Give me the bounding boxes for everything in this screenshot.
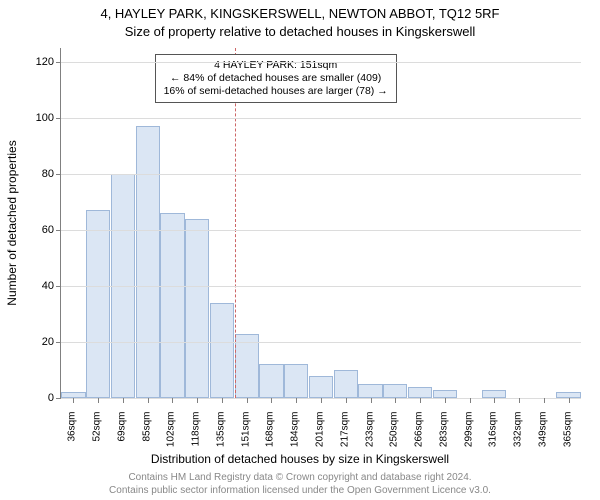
plot-area: 4 HAYLEY PARK: 151sqm ← 84% of detached … — [60, 48, 581, 399]
xtick-mark — [346, 398, 347, 403]
attribution-line1: Contains HM Land Registry data © Crown c… — [0, 472, 600, 485]
gridline — [61, 174, 581, 175]
gridline — [61, 342, 581, 343]
histogram-bar — [408, 387, 432, 398]
xtick-mark — [395, 398, 396, 403]
xtick-mark — [172, 398, 173, 403]
xtick-mark — [494, 398, 495, 403]
gridline — [61, 62, 581, 63]
xtick-mark — [73, 398, 74, 403]
xtick-mark — [519, 398, 520, 403]
ytick-label: 100 — [14, 112, 54, 124]
xtick-mark — [197, 398, 198, 403]
ytick-mark — [56, 286, 61, 287]
histogram-bar — [433, 390, 457, 398]
histogram-bar — [358, 384, 382, 398]
xtick-mark — [247, 398, 248, 403]
xtick-mark — [371, 398, 372, 403]
annotation-line2: ← 84% of detached houses are smaller (40… — [164, 72, 388, 85]
xtick-mark — [296, 398, 297, 403]
histogram-bar — [185, 219, 209, 398]
xtick-mark — [544, 398, 545, 403]
xtick-mark — [148, 398, 149, 403]
xtick-mark — [123, 398, 124, 403]
gridline — [61, 286, 581, 287]
histogram-bar — [383, 384, 407, 398]
xtick-mark — [321, 398, 322, 403]
histogram-bar — [284, 364, 308, 398]
gridline — [61, 230, 581, 231]
histogram-bar — [259, 364, 283, 398]
ytick-mark — [56, 342, 61, 343]
attribution-text: Contains HM Land Registry data © Crown c… — [0, 472, 600, 497]
gridline — [61, 118, 581, 119]
xtick-mark — [569, 398, 570, 403]
annotation-line1: 4 HAYLEY PARK: 151sqm — [164, 59, 388, 72]
histogram-bar — [86, 210, 110, 398]
ytick-label: 40 — [14, 280, 54, 292]
ytick-mark — [56, 174, 61, 175]
ytick-mark — [56, 118, 61, 119]
xtick-mark — [271, 398, 272, 403]
xtick-mark — [420, 398, 421, 403]
histogram-bar — [309, 376, 333, 398]
annotation-line3: 16% of semi-detached houses are larger (… — [164, 85, 388, 98]
histogram-bar — [136, 126, 160, 398]
xtick-mark — [222, 398, 223, 403]
xtick-mark — [445, 398, 446, 403]
chart-title-line2: Size of property relative to detached ho… — [0, 24, 600, 39]
attribution-line2: Contains public sector information licen… — [0, 485, 600, 498]
ytick-mark — [56, 230, 61, 231]
ytick-mark — [56, 398, 61, 399]
ytick-mark — [56, 62, 61, 63]
x-axis-label: Distribution of detached houses by size … — [0, 452, 600, 466]
histogram-bar — [334, 370, 358, 398]
chart-page: 4, HAYLEY PARK, KINGSKERSWELL, NEWTON AB… — [0, 0, 600, 500]
xtick-mark — [470, 398, 471, 403]
chart-title-line1: 4, HAYLEY PARK, KINGSKERSWELL, NEWTON AB… — [0, 6, 600, 21]
xtick-mark — [98, 398, 99, 403]
ytick-label: 20 — [14, 336, 54, 348]
ytick-label: 80 — [14, 168, 54, 180]
histogram-bar — [482, 390, 506, 398]
ytick-label: 0 — [14, 392, 54, 404]
histogram-bar — [160, 213, 184, 398]
ytick-label: 60 — [14, 224, 54, 236]
histogram-bar — [210, 303, 234, 398]
ytick-label: 120 — [14, 56, 54, 68]
histogram-bar — [235, 334, 259, 398]
